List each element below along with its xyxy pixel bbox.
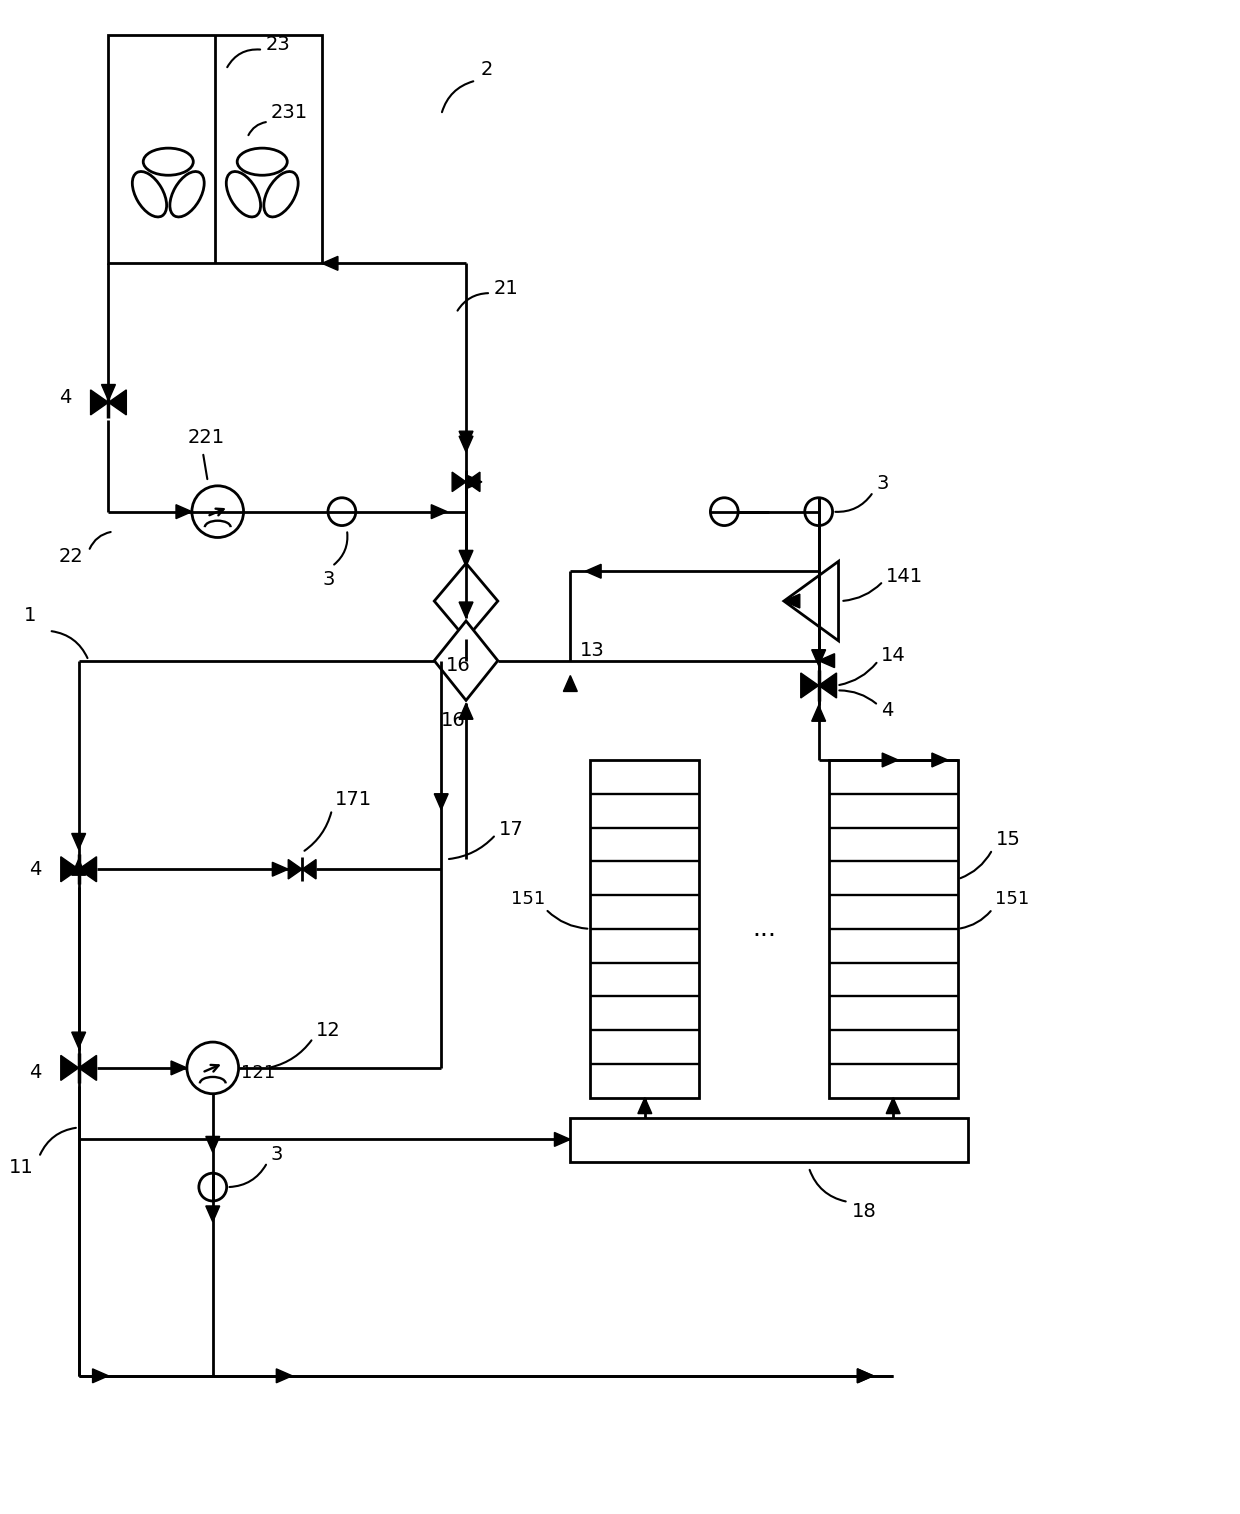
Polygon shape xyxy=(812,650,826,666)
Polygon shape xyxy=(273,863,288,877)
Polygon shape xyxy=(932,752,947,768)
Text: 171: 171 xyxy=(335,790,372,808)
Ellipse shape xyxy=(144,148,193,176)
Polygon shape xyxy=(72,860,86,875)
Polygon shape xyxy=(434,793,448,810)
Text: 16: 16 xyxy=(441,710,466,730)
Polygon shape xyxy=(882,752,898,768)
Text: 121: 121 xyxy=(241,1064,275,1083)
Text: 13: 13 xyxy=(580,642,605,660)
Polygon shape xyxy=(176,504,192,519)
Text: 4: 4 xyxy=(29,860,41,878)
Circle shape xyxy=(198,1173,227,1201)
Text: 4: 4 xyxy=(882,701,894,719)
Polygon shape xyxy=(459,643,472,660)
Polygon shape xyxy=(887,1098,900,1114)
Polygon shape xyxy=(818,672,837,698)
Text: 2: 2 xyxy=(481,59,494,79)
Circle shape xyxy=(192,486,243,537)
Polygon shape xyxy=(818,654,835,668)
Text: 3: 3 xyxy=(877,474,889,494)
Polygon shape xyxy=(459,603,472,618)
Polygon shape xyxy=(466,475,482,489)
Polygon shape xyxy=(303,860,316,880)
Polygon shape xyxy=(857,1369,873,1382)
Polygon shape xyxy=(570,1117,967,1163)
Polygon shape xyxy=(72,1033,86,1048)
Polygon shape xyxy=(434,563,497,639)
Polygon shape xyxy=(206,1137,219,1152)
Polygon shape xyxy=(72,834,86,849)
Text: 22: 22 xyxy=(58,547,83,566)
Ellipse shape xyxy=(264,171,298,217)
Circle shape xyxy=(805,498,832,525)
Text: ...: ... xyxy=(751,917,776,940)
Polygon shape xyxy=(288,860,303,880)
Ellipse shape xyxy=(133,171,166,217)
Text: 221: 221 xyxy=(188,427,224,447)
Polygon shape xyxy=(459,431,472,447)
Text: 4: 4 xyxy=(29,1063,41,1083)
Polygon shape xyxy=(108,391,126,415)
Text: 3: 3 xyxy=(322,569,335,589)
Polygon shape xyxy=(459,704,472,719)
Polygon shape xyxy=(459,436,472,453)
Polygon shape xyxy=(563,675,578,692)
Polygon shape xyxy=(78,857,97,881)
Circle shape xyxy=(711,498,738,525)
Text: 23: 23 xyxy=(265,35,290,55)
Polygon shape xyxy=(434,654,450,668)
Polygon shape xyxy=(102,385,115,400)
Polygon shape xyxy=(637,1098,652,1114)
Polygon shape xyxy=(91,391,108,415)
Polygon shape xyxy=(453,472,466,492)
Polygon shape xyxy=(78,1055,97,1081)
Polygon shape xyxy=(590,760,699,1098)
Text: 16: 16 xyxy=(446,656,471,675)
Text: 15: 15 xyxy=(996,830,1021,849)
Circle shape xyxy=(327,498,356,525)
Text: 141: 141 xyxy=(887,566,924,586)
Text: 151: 151 xyxy=(996,890,1029,908)
Polygon shape xyxy=(784,562,838,640)
Polygon shape xyxy=(93,1369,108,1382)
Polygon shape xyxy=(459,551,472,566)
Ellipse shape xyxy=(170,171,205,217)
Polygon shape xyxy=(171,1061,187,1075)
Polygon shape xyxy=(466,472,480,492)
Text: 18: 18 xyxy=(852,1202,877,1222)
Text: 21: 21 xyxy=(494,279,518,298)
Polygon shape xyxy=(784,593,800,609)
Polygon shape xyxy=(801,672,818,698)
Text: 17: 17 xyxy=(498,821,523,839)
Text: 4: 4 xyxy=(58,388,71,407)
Polygon shape xyxy=(432,504,448,519)
Polygon shape xyxy=(585,565,601,578)
Polygon shape xyxy=(61,857,78,881)
Polygon shape xyxy=(828,760,957,1098)
Polygon shape xyxy=(206,1207,219,1222)
Text: 14: 14 xyxy=(882,646,906,665)
Polygon shape xyxy=(61,1055,78,1081)
Polygon shape xyxy=(857,1369,873,1382)
Text: 151: 151 xyxy=(511,890,546,908)
Ellipse shape xyxy=(237,148,288,176)
Text: 231: 231 xyxy=(270,103,308,123)
Circle shape xyxy=(187,1042,238,1093)
Text: 12: 12 xyxy=(316,1020,341,1040)
Text: 3: 3 xyxy=(270,1145,283,1164)
Text: 11: 11 xyxy=(9,1158,33,1176)
Polygon shape xyxy=(434,621,497,701)
Polygon shape xyxy=(812,706,826,721)
Polygon shape xyxy=(322,256,339,271)
Text: 1: 1 xyxy=(24,607,36,625)
Polygon shape xyxy=(277,1369,293,1382)
Polygon shape xyxy=(554,1132,570,1146)
Ellipse shape xyxy=(226,171,260,217)
Polygon shape xyxy=(108,35,322,263)
